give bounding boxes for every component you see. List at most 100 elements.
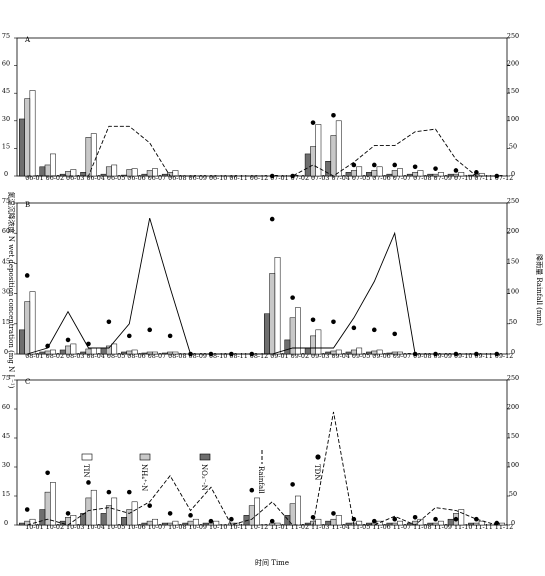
tdn-point <box>412 514 418 520</box>
bar <box>304 153 311 177</box>
bar <box>371 350 378 355</box>
bar <box>65 345 71 355</box>
tdn-point <box>269 518 275 524</box>
bar <box>345 351 352 355</box>
y-tick-label: 75 <box>2 374 10 382</box>
legend-label-tdn: TDN <box>313 464 321 480</box>
y-tick-label: 15 <box>2 490 10 498</box>
x-tick-label: 07-07 <box>393 174 411 182</box>
bar <box>447 518 454 526</box>
bar <box>85 348 92 355</box>
tdn-point <box>453 516 459 522</box>
bar <box>417 170 424 177</box>
x-tick-label: 09-05 <box>352 352 370 360</box>
x-tick-label: 08-08 <box>168 352 186 360</box>
bar <box>391 351 398 355</box>
bar <box>172 351 179 355</box>
bar <box>172 170 179 177</box>
legend-label-no3: NO₃⁻-N <box>200 464 208 491</box>
bar <box>80 351 87 355</box>
bar <box>85 137 92 177</box>
bar <box>468 174 474 177</box>
bar <box>432 522 439 526</box>
x-tick-label: 11-05 <box>352 523 370 531</box>
bar <box>254 497 261 526</box>
x-tick-label: 11-08 <box>413 523 431 531</box>
bar <box>111 497 118 526</box>
tdn-point <box>494 173 500 179</box>
bar <box>65 171 71 177</box>
tdn-point <box>433 516 438 522</box>
tdn-point <box>269 216 275 222</box>
bar <box>70 169 77 177</box>
x-tick-label: 11-09 <box>434 523 452 531</box>
x-tick-label: 08-03 <box>66 352 84 360</box>
tdn-point <box>106 319 112 325</box>
bar <box>90 489 97 526</box>
bar <box>274 522 281 526</box>
bar <box>473 522 480 526</box>
bar <box>182 522 189 526</box>
tdn-point <box>249 487 255 493</box>
x-tick-label: 11-03 <box>311 523 329 531</box>
bar <box>44 491 51 526</box>
x-tick-label: 10-05 <box>107 523 125 531</box>
x-tick-label: 09-06 <box>372 352 390 360</box>
panel-label: C <box>25 378 30 386</box>
y2-tick-label: 150 <box>507 257 519 265</box>
bar <box>330 135 337 177</box>
bar <box>412 172 419 177</box>
x-tick-label: 07-02 <box>291 174 309 182</box>
tdn-point <box>351 325 357 331</box>
x-tick-label: 08-10 <box>209 352 227 360</box>
bar <box>59 173 66 177</box>
x-tick-label: 11-10 <box>454 523 472 531</box>
bar <box>350 170 357 177</box>
x-tick-label: 10-11 <box>229 523 247 531</box>
bar <box>386 173 393 177</box>
tdn-point <box>208 351 214 357</box>
x-tick-label: 09-02 <box>291 352 309 360</box>
x-tick-label: 10-02 <box>46 523 64 531</box>
tdn-point <box>126 333 132 339</box>
tdn-point <box>433 351 438 357</box>
x-tick-label: 11-06 <box>372 523 390 531</box>
tdn-point <box>331 511 336 516</box>
bar <box>111 343 118 355</box>
x-axis-label: 时间 Time <box>255 558 289 567</box>
y2-tick-label: 100 <box>507 288 519 296</box>
tdn-point <box>229 516 234 522</box>
tdn-point <box>331 112 336 118</box>
x-tick-label: 10-01 <box>25 523 43 531</box>
bar <box>376 349 383 355</box>
bar <box>468 522 474 526</box>
x-tick-label: 07-08 <box>413 174 431 182</box>
x-tick-label: 09-01 <box>270 352 288 360</box>
bar <box>335 349 342 355</box>
tdn-point <box>86 480 91 485</box>
tdn-point <box>371 162 377 168</box>
bar <box>447 173 454 177</box>
bar <box>376 166 383 177</box>
x-tick-label: 06-03 <box>66 174 84 182</box>
y-tick-label: 0 <box>4 519 8 527</box>
bar <box>59 349 66 355</box>
bar <box>304 347 311 355</box>
bar <box>141 173 148 177</box>
bar <box>161 522 168 526</box>
bar <box>167 522 174 526</box>
bar <box>70 343 77 355</box>
x-tick-label: 08-05 <box>107 352 125 360</box>
y-tick-label: 0 <box>4 348 8 356</box>
legend-swatch-nh4 <box>139 453 151 461</box>
bar <box>345 522 352 526</box>
x-tick-label: 06-02 <box>46 174 64 182</box>
y-tick-label: 30 <box>2 461 10 469</box>
bar <box>386 352 393 355</box>
x-tick-label: 10-08 <box>168 523 186 531</box>
tdn-point <box>249 351 255 357</box>
bar <box>100 173 107 177</box>
tdn-point <box>494 520 500 526</box>
x-tick-label: 07-09 <box>434 174 452 182</box>
